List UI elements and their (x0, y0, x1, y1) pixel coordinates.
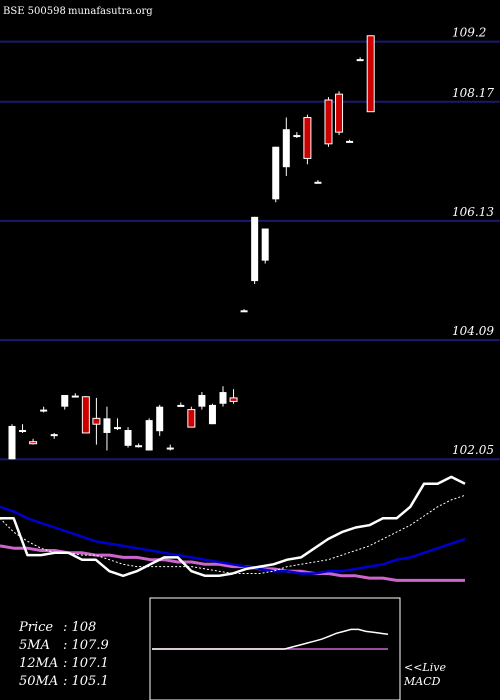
candle-17 (187, 406, 196, 428)
candle-2 (29, 438, 38, 445)
chart-site: munafasutra.org (68, 6, 153, 17)
candle-8 (92, 397, 101, 445)
price-line (0, 475, 466, 578)
candle-18 (198, 392, 206, 410)
candle-body-22 (240, 310, 248, 313)
candle-11 (124, 427, 132, 448)
candle-body-20 (219, 392, 227, 404)
legend-label-3: 50MA (19, 674, 58, 689)
candle-6 (71, 393, 79, 398)
candle-body-10 (114, 427, 121, 430)
candlesticks (8, 35, 375, 460)
price-level-label-0: 109.2 (452, 26, 486, 40)
candle-body-11 (124, 430, 132, 446)
macd-label-line2: MACD (403, 675, 441, 688)
candle-body-15 (166, 447, 174, 450)
candle-27 (293, 132, 301, 138)
legend-value-0: : 108 (63, 620, 96, 635)
candle-body-8 (92, 417, 101, 425)
legend-value-1: : 107.9 (63, 638, 109, 653)
candle-23 (251, 216, 259, 285)
price-level-label-1: 108.17 (452, 86, 494, 100)
candle-body-28 (303, 117, 312, 159)
macd-line (152, 628, 389, 650)
candle-body-3 (40, 409, 48, 412)
candle-28 (303, 114, 312, 165)
candle-body-25 (272, 146, 280, 200)
candle-body-31 (335, 93, 344, 133)
candle-31 (335, 91, 344, 136)
candle-22 (240, 309, 248, 313)
candle-body-1 (19, 430, 27, 433)
candle-13 (145, 418, 153, 451)
price-level-lines: 109.2 108.17 106.13 104.09 102.05 (0, 26, 500, 461)
candle-25 (272, 146, 280, 203)
candle-24 (261, 228, 269, 264)
price-level-label-2: 106.13 (452, 205, 494, 219)
price-level-label-3: 104.09 (452, 324, 494, 338)
candle-body-0 (8, 425, 16, 460)
candle-19 (208, 403, 216, 425)
candle-33 (356, 57, 364, 62)
candle-body-32 (346, 140, 354, 143)
candle-body-5 (61, 394, 69, 407)
candle-body-16 (177, 404, 185, 407)
macd-lines (152, 628, 389, 650)
candle-body-6 (71, 395, 79, 398)
moving-average-lines (0, 475, 466, 582)
candle-body-24 (261, 228, 269, 261)
candle-5 (61, 394, 69, 410)
candle-body-30 (324, 99, 333, 145)
candle-3 (40, 406, 48, 413)
legend-value-3: : 105.1 (63, 674, 109, 689)
price-level-label-4: 102.05 (452, 443, 494, 457)
candle-7 (81, 396, 90, 434)
candle-0 (8, 424, 16, 460)
legend-label-1: 5MA (19, 638, 50, 653)
candle-body-9 (103, 418, 111, 433)
ma50-line (0, 544, 465, 582)
candle-21 (229, 389, 238, 404)
candle-30 (324, 97, 333, 147)
candle-body-18 (198, 394, 206, 407)
ma12-line (0, 505, 466, 575)
candle-body-27 (293, 135, 301, 138)
candle-body-2 (29, 441, 38, 445)
candle-body-19 (208, 404, 216, 425)
candle-12 (135, 443, 143, 448)
candle-20 (219, 386, 227, 407)
candle-body-29 (314, 181, 322, 184)
legend-value-2: : 107.1 (63, 656, 109, 671)
legend-label-2: 12MA (19, 656, 58, 671)
legend-label-0: Price (18, 620, 53, 635)
candle-14 (156, 404, 164, 436)
candle-body-33 (356, 59, 364, 62)
candle-15 (166, 444, 174, 451)
candle-body-7 (81, 396, 90, 434)
candle-body-17 (187, 409, 196, 428)
macd-label-line1: <<Live (404, 661, 446, 674)
candle-body-4 (50, 434, 58, 437)
candle-body-34 (366, 35, 375, 113)
candle-body-21 (229, 397, 238, 402)
candle-34 (366, 35, 375, 113)
candle-16 (177, 402, 185, 407)
candle-26 (282, 117, 290, 176)
candle-10 (114, 418, 121, 431)
candle-body-23 (251, 216, 259, 282)
chart-symbol: BSE 500598 (3, 6, 66, 17)
legend: Price : 108 5MA : 107.9 12MA : 107.1 50MA : 105… (18, 620, 109, 689)
candle-body-26 (282, 129, 290, 168)
candle-body-14 (156, 406, 164, 432)
candle-body-13 (145, 420, 153, 451)
candle-9 (103, 406, 111, 451)
candle-4 (50, 432, 58, 439)
candle-32 (346, 139, 354, 143)
candle-1 (19, 424, 27, 433)
candle-29 (314, 180, 322, 184)
candle-body-12 (135, 445, 143, 448)
